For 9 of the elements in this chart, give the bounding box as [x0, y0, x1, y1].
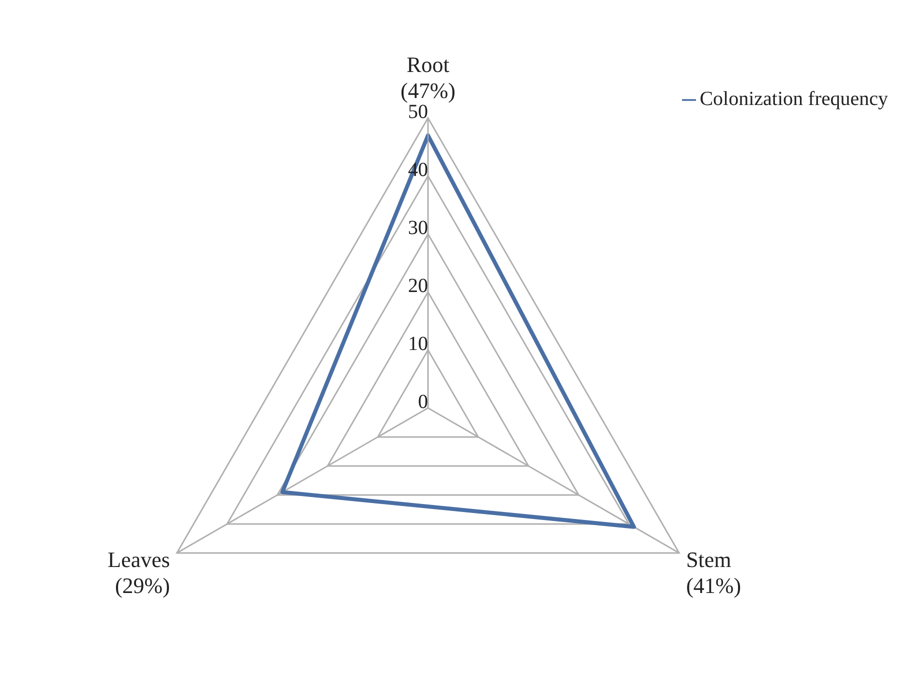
y-tick-label: 50	[408, 101, 428, 123]
spoke-label: Leaves (29%)	[108, 547, 170, 598]
y-tick-label: 10	[408, 333, 428, 355]
legend-label: Colonization frequency	[700, 88, 888, 110]
y-tick-label: 30	[408, 217, 428, 239]
y-tick-label: 20	[408, 275, 428, 297]
spoke-label: Stem (41%)	[686, 547, 742, 598]
spoke-label: Root (47%)	[400, 52, 456, 103]
y-tick-label: 0	[418, 391, 428, 413]
